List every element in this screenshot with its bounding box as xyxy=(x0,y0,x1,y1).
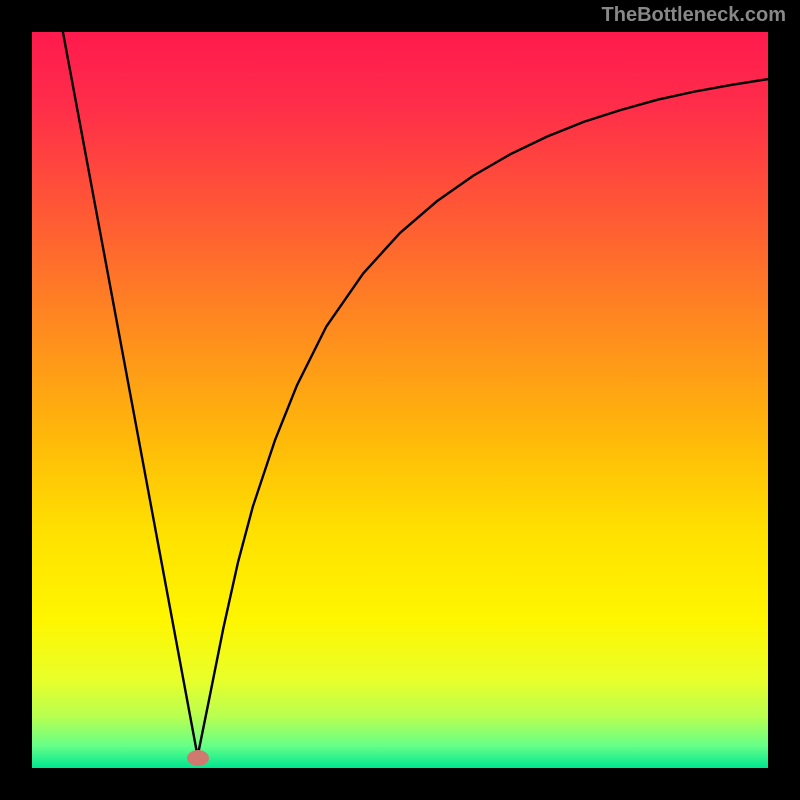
bottleneck-curve xyxy=(32,32,768,768)
watermark-text: TheBottleneck.com xyxy=(602,4,786,27)
optimum-marker xyxy=(187,750,209,766)
chart-outer-frame: TheBottleneck.com xyxy=(0,0,800,800)
plot-area xyxy=(32,32,768,768)
